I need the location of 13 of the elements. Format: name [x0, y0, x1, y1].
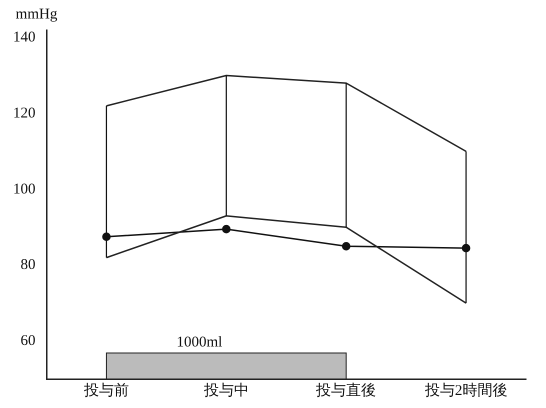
x-tick-label: 投与前: [82, 382, 129, 399]
x-tick-label: 投与中: [202, 382, 249, 399]
y-tick-label: 100: [13, 181, 36, 198]
point: [342, 242, 350, 250]
x-tick-label: 投与2時間後: [424, 382, 508, 399]
y-tick-label: 60: [20, 333, 36, 350]
y-tick-label: 80: [20, 257, 36, 274]
y-axis-title: mmHg: [16, 6, 58, 22]
y-tick-label: 140: [13, 30, 36, 46]
band-label: 1000ml: [176, 334, 222, 350]
point: [222, 224, 231, 234]
y-tick-label: 120: [13, 105, 36, 122]
x-tick-label: 投与直後: [315, 382, 376, 399]
